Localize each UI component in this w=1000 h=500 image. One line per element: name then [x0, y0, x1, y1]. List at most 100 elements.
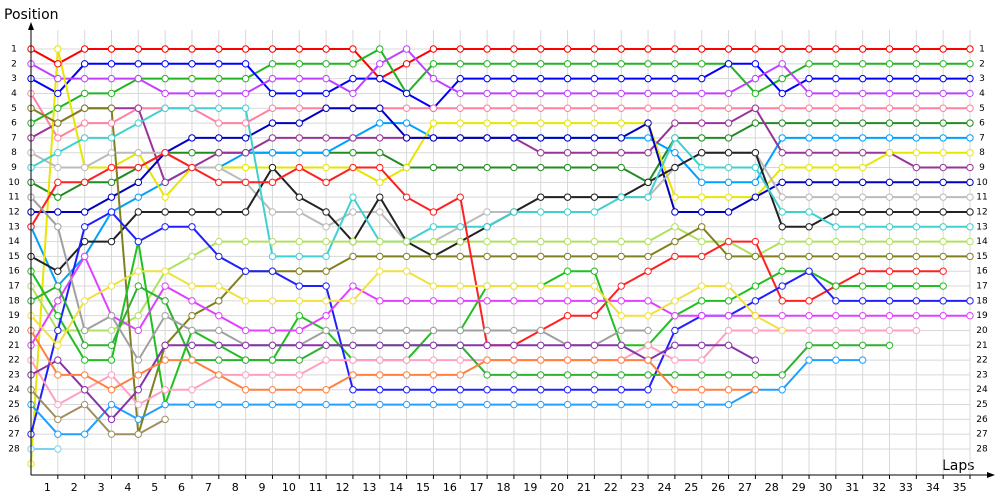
data-point [805, 134, 813, 142]
data-point [322, 311, 330, 320]
data-point [215, 104, 223, 112]
data-point [349, 282, 357, 290]
data-point [54, 74, 62, 83]
data-point [107, 104, 116, 112]
data-point [402, 341, 411, 349]
data-point [483, 297, 491, 305]
data-point [644, 326, 652, 335]
data-point [456, 163, 464, 172]
data-point [671, 104, 679, 112]
data-point [939, 119, 947, 127]
data-point [671, 297, 679, 305]
data-point [966, 163, 974, 172]
data-point [134, 74, 143, 83]
data-point [778, 89, 786, 98]
y-tick-label: 22 [8, 356, 19, 366]
data-point [912, 45, 921, 53]
data-point [644, 104, 652, 112]
data-point [295, 149, 303, 157]
data-point [724, 104, 733, 112]
data-point [456, 193, 464, 201]
data-point [161, 45, 169, 53]
data-point [107, 341, 116, 349]
data-point [161, 104, 169, 112]
data-point [724, 193, 733, 201]
data-point [537, 282, 545, 290]
data-point [751, 74, 760, 83]
data-point [858, 237, 867, 246]
data-point [241, 371, 250, 379]
data-point [617, 311, 625, 320]
data-point [429, 386, 438, 394]
data-point [54, 193, 62, 201]
x-tick-label: 20 [550, 481, 564, 494]
data-point [429, 371, 438, 379]
data-point [241, 297, 250, 305]
data-point [939, 45, 947, 53]
data-point [376, 74, 384, 83]
data-point [563, 386, 572, 394]
data-point [832, 134, 840, 142]
x-tick-label: 22 [604, 481, 618, 494]
data-point [617, 371, 625, 379]
data-point [617, 74, 625, 83]
data-point [215, 282, 223, 290]
data-point [939, 89, 947, 98]
data-point [107, 400, 116, 409]
data-point [590, 237, 599, 246]
data-point [107, 60, 116, 68]
data-point [537, 326, 545, 335]
data-point [885, 237, 894, 246]
data-point [537, 45, 545, 53]
data-point [402, 371, 411, 379]
data-point [885, 134, 894, 142]
data-point [295, 400, 303, 409]
data-point [537, 297, 545, 305]
data-point [268, 178, 277, 187]
data-point [912, 297, 921, 305]
data-point [671, 149, 679, 157]
y-tick-label-right: 5 [979, 104, 985, 114]
data-point [778, 60, 786, 68]
data-point [107, 311, 116, 320]
data-point [617, 163, 625, 172]
x-axis-title: Laps [942, 458, 975, 474]
data-point [268, 341, 277, 349]
data-point [966, 45, 974, 53]
data-point [644, 341, 652, 349]
data-point [885, 149, 894, 157]
data-point [429, 45, 438, 53]
data-point [644, 297, 652, 305]
data-point [671, 341, 679, 349]
data-point [54, 119, 62, 127]
data-point [778, 163, 786, 172]
data-point [107, 415, 116, 424]
data-point [885, 74, 894, 83]
data-point [724, 60, 733, 68]
data-point [376, 371, 384, 379]
data-point [161, 223, 169, 231]
data-point [590, 267, 599, 275]
data-point [54, 311, 62, 320]
data-point [805, 163, 813, 172]
x-tick-label: 10 [282, 481, 296, 494]
data-point [322, 297, 330, 305]
data-point [644, 178, 652, 187]
series-line [30, 48, 970, 464]
data-point [295, 193, 303, 201]
data-point [644, 400, 652, 409]
data-point [376, 341, 384, 349]
data-point [322, 89, 330, 98]
data-point [161, 74, 169, 83]
data-point [376, 237, 384, 246]
data-point [778, 371, 786, 379]
data-point [751, 119, 760, 127]
data-point [268, 237, 277, 246]
x-tick-label: 32 [872, 481, 886, 494]
data-point [161, 149, 169, 157]
data-point [832, 45, 840, 53]
data-point [510, 134, 518, 142]
data-point [617, 356, 625, 364]
data-point [832, 252, 840, 261]
data-point [590, 252, 599, 261]
